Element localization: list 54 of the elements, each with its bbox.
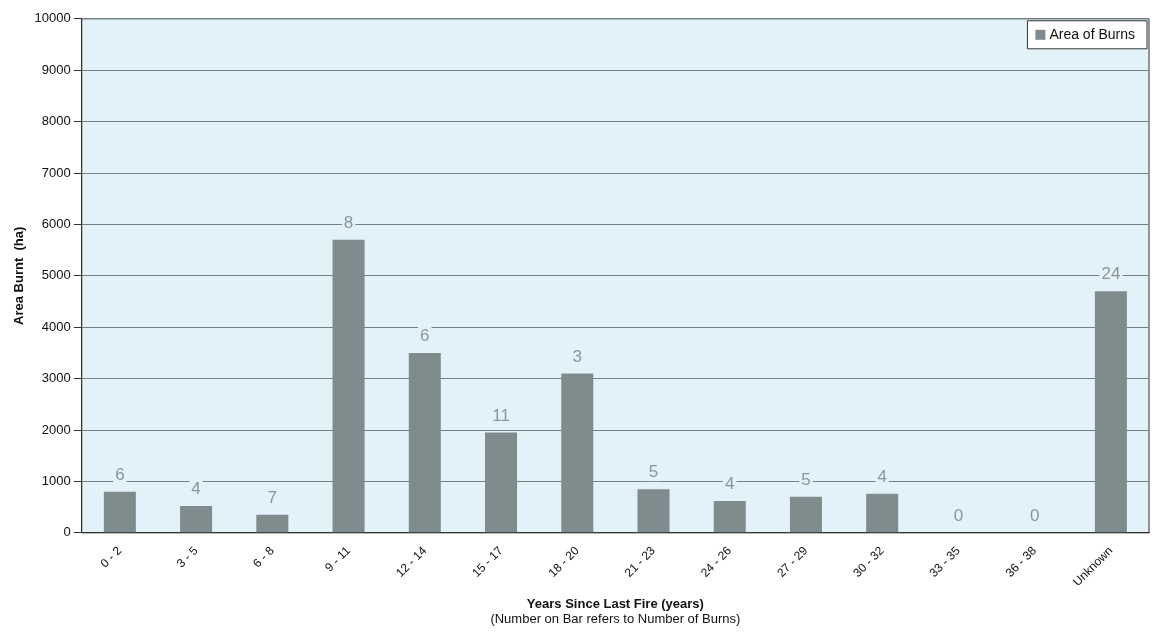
annotation: 8 <box>343 213 354 233</box>
y-tick-label: 8000 <box>41 113 71 129</box>
x-tick-label: 21 - 23 <box>621 543 659 580</box>
annotation: 5 <box>801 470 811 490</box>
y-tick-label: 2000 <box>41 421 71 437</box>
y-tick-label: 3000 <box>41 370 71 386</box>
bar <box>866 493 899 533</box>
x-tick-label: 12 - 14 <box>392 543 430 580</box>
bar <box>332 239 365 533</box>
annotation: 7 <box>267 488 278 508</box>
annotation: 3 <box>572 346 582 366</box>
bar <box>713 500 746 533</box>
legend-label: Area of Burns <box>1049 25 1136 42</box>
bar <box>103 491 136 533</box>
x-tick-label: 33 - 35 <box>926 543 964 580</box>
bar <box>256 514 289 533</box>
bar <box>561 373 594 533</box>
annotation: 0 <box>953 506 964 526</box>
y-axis-title: Area Burnt (ha) <box>11 226 27 325</box>
annotation: 0 <box>1029 506 1040 526</box>
bar <box>789 496 822 533</box>
x-tick-label: 6 - 8 <box>249 543 278 571</box>
y-tick-label: 1000 <box>41 473 71 489</box>
x-tick-label: 30 - 32 <box>850 543 887 580</box>
x-tick-label: 15 - 17 <box>469 543 506 580</box>
y-tick-label: 0 <box>63 524 71 540</box>
bar <box>408 352 441 533</box>
y-tick-label: 4000 <box>41 318 71 334</box>
annotation: 4 <box>877 466 887 486</box>
y-tick-label: 6000 <box>41 216 71 231</box>
text: (Number on Bar refers to Number of Burns) <box>490 611 741 627</box>
bar <box>485 432 518 533</box>
annotation: 6 <box>115 464 125 484</box>
annotation: 11 <box>492 405 510 425</box>
x-tick-label: 0 - 2 <box>97 543 125 571</box>
bar <box>1094 291 1127 533</box>
annotation: 24 <box>1101 264 1121 284</box>
x-tick-label: 9 - 11 <box>322 543 354 575</box>
bar <box>180 506 213 533</box>
bar <box>637 489 670 533</box>
y-tick-label: 10000 <box>34 10 71 26</box>
x-tick-label: 36 - 38 <box>1002 543 1040 580</box>
x-tick-label: 24 - 26 <box>697 543 735 580</box>
y-tick-label: 9000 <box>41 61 71 77</box>
x-tick-label: 3 - 5 <box>173 543 201 571</box>
x-tick-label: 18 - 20 <box>545 543 582 580</box>
y-tick-label: 5000 <box>41 267 71 283</box>
annotation: 5 <box>648 462 659 482</box>
annotation: 6 <box>420 326 430 346</box>
x-tick-label: 27 - 29 <box>774 543 811 580</box>
y-tick-label: 7000 <box>41 164 71 180</box>
annotation: 4 <box>724 474 735 494</box>
annotation: 4 <box>191 479 201 499</box>
x-axis-title: Years Since Last Fire (years) <box>526 595 704 611</box>
